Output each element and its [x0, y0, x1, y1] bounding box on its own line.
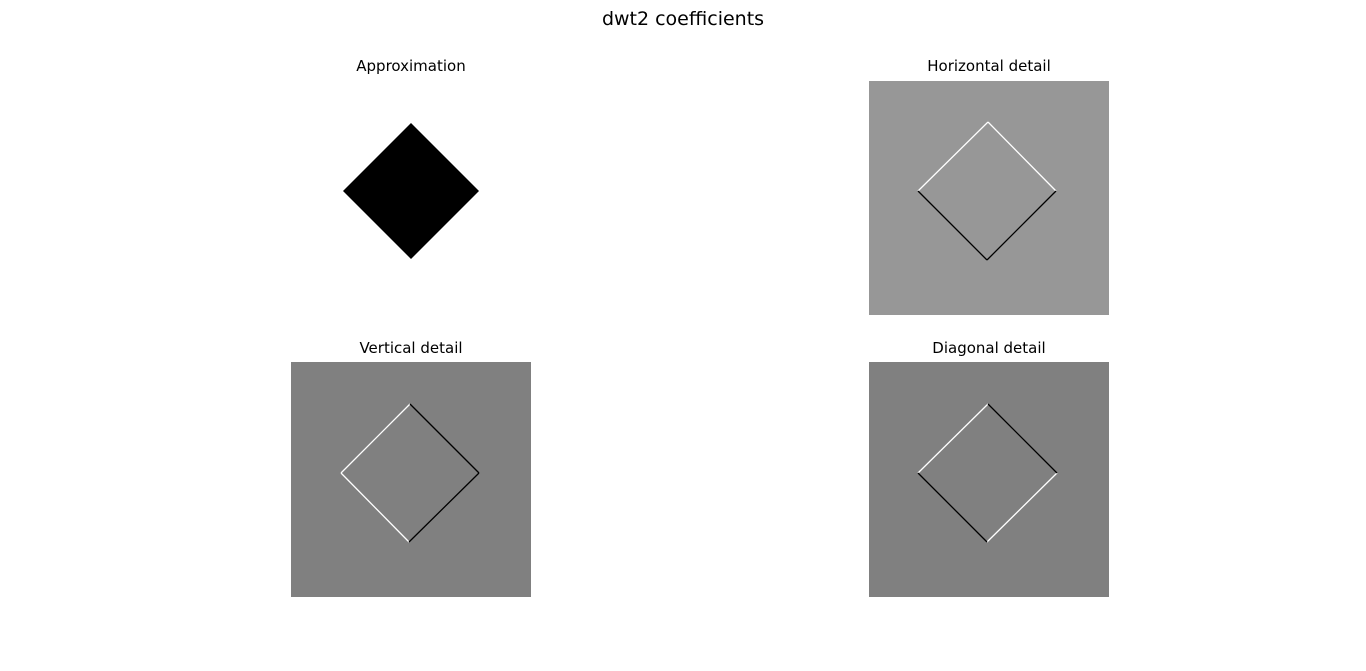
horizontal-detail-background	[869, 81, 1109, 315]
horizontal-detail-panel	[869, 81, 1109, 315]
approximation-panel	[291, 81, 531, 315]
vertical-detail-panel	[291, 362, 531, 597]
diagonal-detail-image	[869, 362, 1109, 597]
diagonal-edge-upper-right	[987, 403, 1058, 474]
diagonal-detail-title: Diagonal detail	[932, 339, 1046, 357]
horizontal-detail-image	[869, 81, 1109, 315]
vertical-edge-lower-left	[340, 472, 410, 543]
vertical-edge-upper-right	[409, 403, 480, 474]
horizontal-edge-upper-left	[917, 121, 989, 192]
diagonal-edge-lower-left	[917, 472, 988, 543]
approximation-diamond	[343, 123, 479, 259]
horizontal-detail-title: Horizontal detail	[927, 57, 1051, 75]
diagonal-edge-upper-left	[917, 403, 989, 474]
horizontal-edge-lower-right	[986, 190, 1057, 261]
vertical-edge-lower-right	[408, 472, 480, 543]
vertical-detail-image	[291, 362, 531, 597]
diagonal-detail-panel	[869, 362, 1109, 597]
diagonal-edge-lower-right	[986, 472, 1058, 543]
horizontal-edge-lower-left	[917, 190, 988, 261]
vertical-detail-title: Vertical detail	[359, 339, 463, 357]
approximation-image	[291, 81, 531, 315]
diagonal-detail-background	[869, 362, 1109, 597]
approximation-title: Approximation	[356, 57, 466, 75]
figure-title: dwt2 coefficients	[601, 8, 765, 30]
vertical-edge-upper-left	[340, 403, 411, 474]
vertical-detail-background	[291, 362, 531, 597]
horizontal-edge-upper-right	[987, 121, 1057, 192]
